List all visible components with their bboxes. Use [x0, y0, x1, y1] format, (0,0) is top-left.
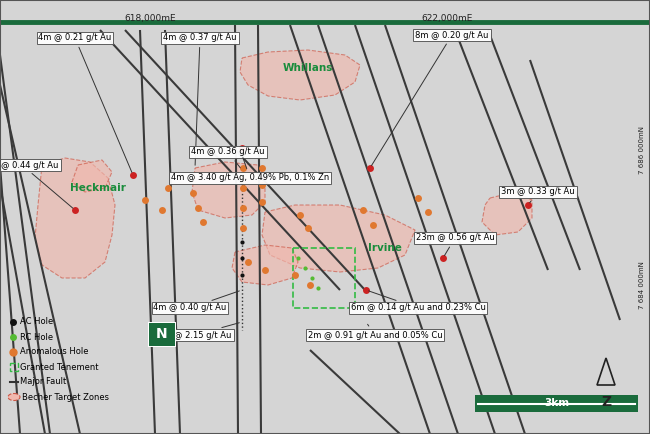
Text: 622,000mE: 622,000mE	[421, 14, 473, 23]
Polygon shape	[149, 323, 175, 346]
Text: 618,000mE: 618,000mE	[124, 14, 176, 23]
Bar	[10, 363, 18, 371]
Text: 3m @ 0.44 g/t Au: 3m @ 0.44 g/t Au	[0, 161, 73, 208]
Polygon shape	[232, 245, 298, 285]
Text: 4m @ 0.36 g/t Au: 4m @ 0.36 g/t Au	[191, 148, 265, 168]
Bar	[475, 395, 638, 412]
Text: 3km: 3km	[544, 398, 569, 408]
Bar	[148, 322, 176, 347]
Text: 4m @ 0.40 g/t Au: 4m @ 0.40 g/t Au	[153, 291, 239, 312]
Text: Z: Z	[601, 395, 611, 409]
Text: AC Hole: AC Hole	[20, 318, 53, 326]
Text: N: N	[156, 327, 168, 341]
Text: 2m @ 0.91 g/t Au and 0.05% Cu: 2m @ 0.91 g/t Au and 0.05% Cu	[307, 324, 442, 339]
Text: 8m @ 0.20 g/t Au: 8m @ 0.20 g/t Au	[371, 30, 489, 166]
Text: Anomalous Hole: Anomalous Hole	[20, 348, 88, 356]
Text: 7 686 000mN: 7 686 000mN	[639, 126, 645, 174]
Polygon shape	[240, 50, 360, 100]
Polygon shape	[482, 192, 532, 235]
Polygon shape	[35, 158, 115, 278]
Text: Irvine: Irvine	[368, 243, 402, 253]
Text: 4m @ 0.37 g/t Au: 4m @ 0.37 g/t Au	[163, 33, 237, 165]
Polygon shape	[262, 205, 415, 272]
Text: Major Fault: Major Fault	[20, 378, 66, 387]
Text: 3m @ 0.33 g/t Au: 3m @ 0.33 g/t Au	[501, 187, 575, 203]
Text: Whillans: Whillans	[283, 63, 333, 73]
Ellipse shape	[8, 394, 20, 401]
Polygon shape	[72, 160, 112, 192]
Text: 4m @ 0.21 g/t Au: 4m @ 0.21 g/t Au	[38, 33, 132, 172]
Text: RC Hole: RC Hole	[20, 332, 53, 342]
Text: 8m @ 2.15 g/t Au: 8m @ 2.15 g/t Au	[159, 323, 239, 339]
Text: 23m @ 0.56 g/t Au: 23m @ 0.56 g/t Au	[415, 233, 495, 256]
Text: 6m @ 0.14 g/t Au and 0.23% Cu: 6m @ 0.14 g/t Au and 0.23% Cu	[350, 291, 486, 312]
Text: 7 684 000mN: 7 684 000mN	[639, 261, 645, 309]
Text: Heckmair: Heckmair	[70, 183, 126, 193]
Bar	[293, 248, 355, 308]
Text: Granted Tenement: Granted Tenement	[20, 362, 99, 372]
Text: Becher Target Zones: Becher Target Zones	[22, 392, 109, 401]
Text: 4m @ 3.40 g/t Ag, 0.49% Pb, 0.1% Zn: 4m @ 3.40 g/t Ag, 0.49% Pb, 0.1% Zn	[171, 158, 329, 183]
Polygon shape	[192, 162, 265, 218]
